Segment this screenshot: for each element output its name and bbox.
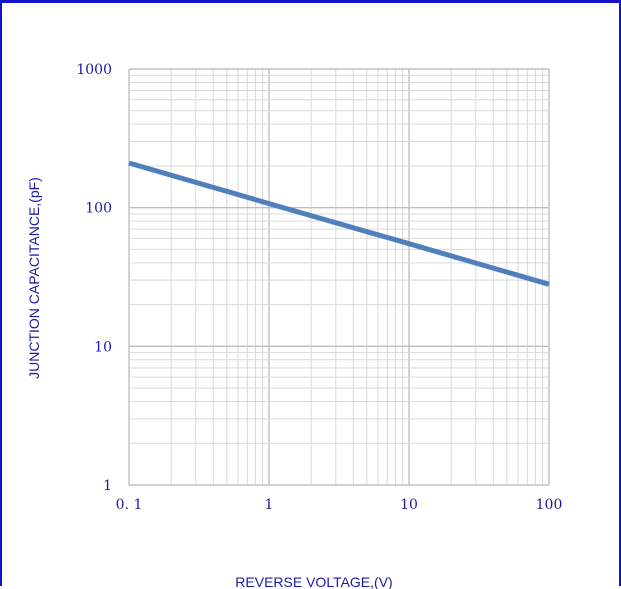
x-tick-labels: 0. 1 1 10 100 (116, 497, 563, 513)
series-line-1 (128, 160, 550, 287)
x-tick-label: 100 (536, 497, 563, 513)
y-tick-label: 1 (103, 478, 112, 494)
y-axis-title: JUNCTION CAPACITANCE,(pF) (26, 177, 42, 379)
x-tick-label: 0. 1 (116, 497, 143, 513)
y-tick-label: 10 (94, 339, 112, 355)
x-tick-label: 10 (400, 497, 418, 513)
grid (128, 68, 550, 486)
x-axis-title: REVERSE VOLTAGE,(V) (235, 574, 392, 589)
series-group (128, 160, 550, 287)
y-tick-label: 1000 (76, 62, 112, 78)
y-tick-labels: 1 10 100 1000 (76, 62, 112, 494)
y-tick-label: 100 (85, 201, 112, 217)
x-tick-label: 1 (265, 497, 274, 513)
